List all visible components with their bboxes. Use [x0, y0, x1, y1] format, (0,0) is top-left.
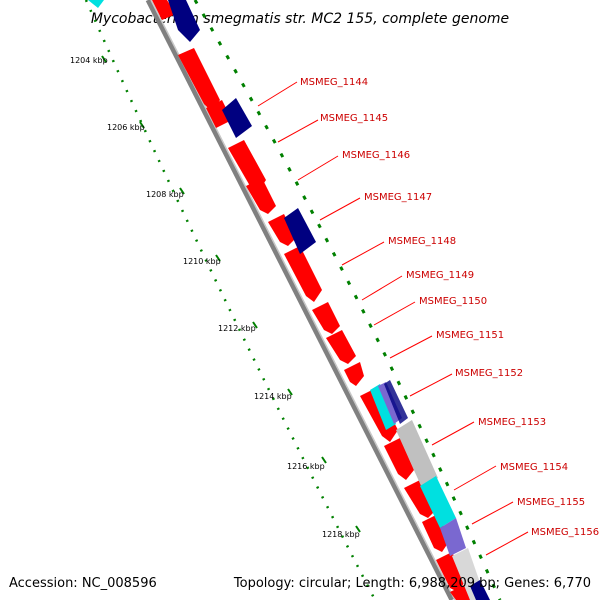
- gene-label: MSMEG_1153: [478, 417, 546, 428]
- ruler-tick-label: 1216 kbp: [287, 462, 325, 471]
- gene-label-group: MSMEG_1155: [471, 497, 585, 525]
- ruler-ticks: 1204 kbp 1206 kbp 1208 kbp 1210 kbp 1212…: [70, 55, 361, 539]
- cds-feature: [246, 178, 276, 214]
- gene-label-group: MSMEG_1150: [373, 296, 487, 326]
- gene-label-group: MSMEG_1146: [297, 150, 410, 181]
- gene-label: MSMEG_1148: [388, 236, 456, 247]
- gene-label-group: MSMEG_1145: [277, 113, 388, 143]
- gene-label: MSMEG_1152: [455, 368, 523, 379]
- gene-label: MSMEG_1144: [300, 77, 368, 88]
- gene-label: MSMEG_1147: [364, 192, 432, 203]
- cds-feature: [422, 514, 450, 552]
- cyan-feature: [370, 384, 396, 430]
- ruler-tick-label: 1212 kbp: [218, 324, 256, 333]
- reverse-strand-feature: [222, 98, 252, 138]
- ruler-tick-label: 1214 kbp: [254, 392, 292, 401]
- reverse-strand-feature: [168, 0, 200, 42]
- gene-label-group: MSMEG_1152: [409, 368, 523, 397]
- ruler-tick: 1216 kbp: [287, 456, 327, 471]
- ruler-tick: 1218 kbp: [322, 525, 361, 539]
- reverse-strand-feature: [384, 380, 408, 424]
- gene-label-group: MSMEG_1156: [485, 527, 599, 556]
- cds-feature: [436, 552, 466, 592]
- accession-text: Accession: NC_008596: [9, 576, 157, 591]
- ruler-tick: 1206 kbp: [107, 121, 145, 132]
- gene-label-group: MSMEG_1151: [389, 330, 504, 359]
- gene-label: MSMEG_1155: [517, 497, 585, 508]
- gene-label: MSMEG_1149: [406, 270, 474, 281]
- cds-feature: [284, 246, 322, 302]
- ruler-tick-label: 1218 kbp: [322, 530, 360, 539]
- reverse-strand-feature: [284, 208, 316, 254]
- gene-label: MSMEG_1156: [531, 527, 599, 538]
- cds-feature: [326, 330, 356, 364]
- ruler-tick-label: 1204 kbp: [70, 56, 108, 65]
- ruler-tick-label: 1210 kbp: [183, 257, 221, 266]
- gene-labels: MSMEG_1144 MSMEG_1145 MSMEG_1146 MSMEG_1…: [257, 77, 599, 556]
- ruler-tick: 1208 kbp: [146, 187, 185, 199]
- cds-feature: [178, 48, 220, 112]
- cyan-feature: [420, 476, 456, 528]
- purple-feature: [440, 518, 466, 556]
- cyan-feature-top: [88, 0, 104, 8]
- cds-feature: [312, 302, 340, 334]
- cds-feature: [228, 140, 266, 192]
- outer-feature-track: [168, 0, 490, 600]
- grey-feature: [396, 420, 438, 488]
- gene-label: MSMEG_1150: [419, 296, 487, 307]
- ruler-tick: 1210 kbp: [183, 254, 221, 266]
- gene-label-group: MSMEG_1153: [431, 417, 546, 446]
- cds-feature: [344, 362, 364, 386]
- reverse-strand-feature: [470, 580, 490, 600]
- ruler-tick: 1204 kbp: [70, 55, 108, 65]
- ruler-tick: 1212 kbp: [218, 321, 258, 333]
- outer-dotted-arc: [193, 0, 502, 600]
- gene-label-group: MSMEG_1147: [319, 192, 432, 221]
- ruler-tick-label: 1206 kbp: [107, 123, 145, 132]
- genome-summary-text: Topology: circular; Length: 6,988,209 bp…: [233, 576, 591, 591]
- ruler-tick-label: 1208 kbp: [146, 190, 184, 199]
- gene-label-group: MSMEG_1144: [257, 77, 368, 107]
- cds-feature: [384, 438, 414, 480]
- ruler-tick: 1214 kbp: [254, 388, 293, 401]
- backbone-arc: [145, 0, 455, 600]
- gene-label: MSMEG_1151: [436, 330, 504, 341]
- gene-label: MSMEG_1154: [500, 462, 568, 473]
- gene-label-group: MSMEG_1148: [341, 236, 456, 266]
- gene-label-group: MSMEG_1149: [361, 270, 474, 301]
- cds-feature: [268, 214, 296, 246]
- gene-label-group: MSMEG_1154: [453, 462, 568, 491]
- ruler-dotted-arc: [84, 0, 377, 600]
- cds-feature: [404, 480, 436, 518]
- gene-label: MSMEG_1146: [342, 150, 410, 161]
- gene-label: MSMEG_1145: [320, 113, 388, 124]
